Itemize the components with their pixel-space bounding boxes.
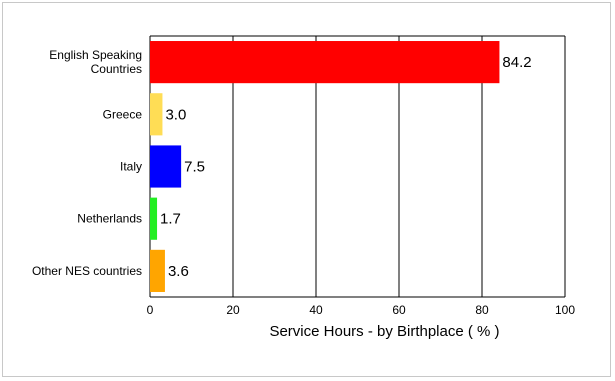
bars — [150, 41, 500, 292]
x-tick-label: 40 — [309, 303, 323, 317]
category-label: Italy — [120, 160, 142, 174]
category-label: Greece — [103, 107, 143, 121]
value-label: 7.5 — [184, 159, 205, 176]
bar — [150, 41, 500, 84]
category-labels: English Speaking Countries Greece Italy Neth… — [32, 48, 142, 278]
value-label: 1.7 — [160, 211, 181, 228]
category-label: English Speaking Countries — [49, 48, 142, 76]
bar — [150, 197, 158, 240]
bar — [150, 145, 182, 188]
category-label: Other NES countries — [32, 264, 142, 278]
x-tick-labels: 0 20 40 60 80 100 — [147, 303, 576, 317]
x-tick-label: 60 — [392, 303, 406, 317]
category-label: Netherlands — [77, 212, 142, 226]
x-axis-title: Service Hours - by Birthplace ( % ) — [269, 323, 499, 340]
bar — [150, 93, 163, 136]
x-tick-label: 100 — [555, 303, 575, 317]
x-tick-label: 80 — [475, 303, 489, 317]
x-tick-label: 0 — [147, 303, 154, 317]
value-label: 84.2 — [502, 54, 531, 71]
value-labels: 84.2 3.0 7.5 1.7 3.6 — [160, 54, 532, 280]
value-label: 3.6 — [168, 263, 189, 280]
bar — [150, 249, 165, 292]
x-tick-label: 20 — [226, 303, 240, 317]
value-label: 3.0 — [165, 106, 186, 123]
